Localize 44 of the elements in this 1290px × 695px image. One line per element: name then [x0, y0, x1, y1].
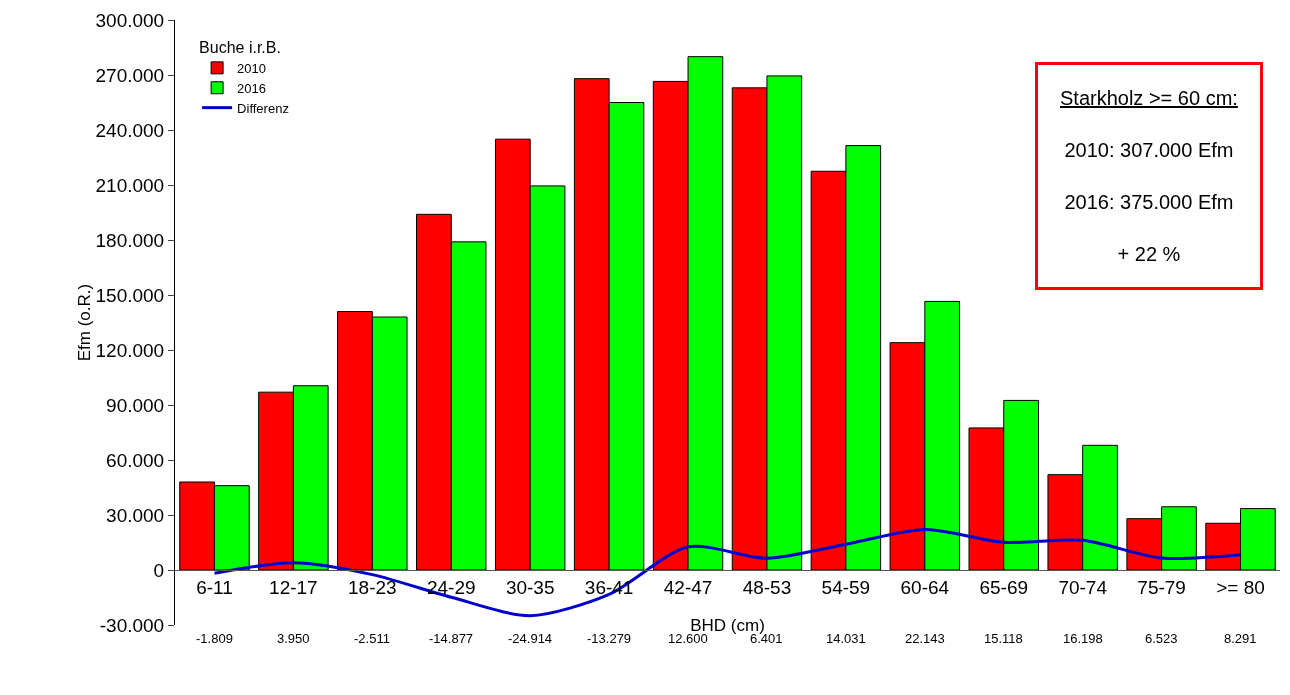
data-label: -1.809	[196, 631, 233, 646]
x-tick-label: 70-74	[1058, 576, 1108, 598]
y-tick-label: 300.000	[95, 9, 165, 31]
x-tick-label: 18-23	[348, 576, 397, 598]
data-label: 16.198	[1063, 631, 1103, 646]
data-label: 6.523	[1145, 631, 1178, 646]
legend-label: 2010	[237, 60, 267, 76]
y-tick-label: 120.000	[95, 339, 165, 361]
data-label: 22.143	[905, 631, 945, 646]
x-tick-label: 48-53	[742, 576, 792, 598]
x-tick-label: 42-47	[663, 576, 713, 598]
y-tick-label: -30.000	[99, 614, 165, 636]
legend-label: 2016	[237, 80, 267, 96]
x-tick-label: 60-64	[900, 576, 950, 598]
data-label: -13.279	[587, 631, 632, 646]
x-tick-label: 30-35	[505, 576, 555, 598]
text: Starkholz >= 60 cm: 2010: 307.000 Efm 2016: 375.000 Efm + 22 %	[1060, 87, 1238, 265]
x-tick-label: 75-79	[1137, 576, 1186, 598]
x-tick-label: 24-29	[426, 576, 476, 598]
y-axis-title: Efm (o.R.)	[74, 283, 94, 362]
x-tick-label: 54-59	[821, 576, 871, 598]
x-tick-label: 65-69	[979, 576, 1029, 598]
x-tick-label: 12-17	[269, 576, 318, 598]
y-tick-label: 30.000	[106, 504, 165, 526]
data-label: 3.950	[277, 631, 310, 646]
x-tick-label: 6-11	[196, 576, 233, 598]
y-tick-label: 0	[153, 559, 165, 581]
y-tick-label: 240.000	[95, 119, 165, 141]
data-label: 12.600	[668, 631, 708, 646]
y-tick-label: 60.000	[106, 449, 165, 471]
data-label: 15.118	[984, 631, 1023, 646]
data-label: -24.914	[508, 631, 553, 646]
data-label: -2.511	[354, 631, 390, 646]
y-tick-label: 180.000	[95, 229, 165, 251]
legend-label: Differenz	[237, 100, 289, 116]
y-tick-label: 210.000	[95, 174, 165, 196]
legend-title: Buche i.r.B.	[199, 38, 281, 56]
data-label: 14.031	[826, 631, 866, 646]
y-tick-label: 150.000	[95, 284, 165, 306]
x-tick-label: >= 80	[1216, 576, 1265, 598]
y-tick-label: 90.000	[106, 394, 165, 416]
data-label: -14.877	[429, 631, 474, 646]
data-label: 8.291	[1224, 631, 1257, 646]
y-tick-label: 270.000	[95, 64, 165, 86]
